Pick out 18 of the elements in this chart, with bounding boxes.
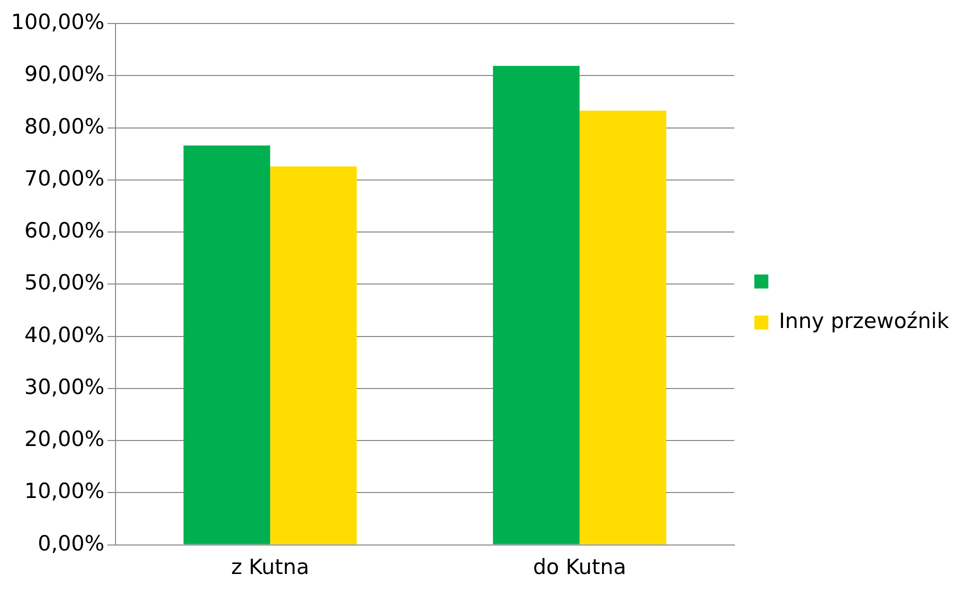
y-tick-label: 30,00% [24,374,104,399]
x-tick-label: do Kutna [532,554,626,579]
y-tick-label: 60,00% [24,218,104,243]
y-tick-label: 70,00% [24,166,104,190]
y-tick-label: 50,00% [24,270,104,295]
y-tick-label: 80,00% [24,114,104,138]
legend-label: Inny przewoźnik [778,308,950,333]
bar [580,110,666,544]
x-tick-label: z Kutna [231,554,310,579]
bar [184,146,270,544]
bar [270,166,357,544]
y-tick-label: 20,00% [24,427,104,452]
bar [492,66,580,544]
y-tick-label: 10,00% [24,479,104,504]
y-tick-label: 90,00% [24,62,104,86]
y-tick-label: 40,00% [24,322,104,347]
y-tick-label: 100,00% [10,10,104,34]
y-tick-label: 0,00% [38,531,104,556]
